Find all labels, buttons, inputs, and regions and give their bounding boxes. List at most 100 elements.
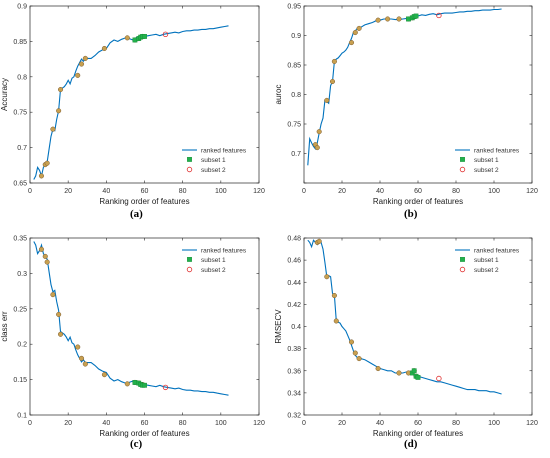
y-tick-label: 0.7 xyxy=(17,145,27,152)
y-tick-label: 0.9 xyxy=(291,33,301,40)
y-tick-label: 0.32 xyxy=(287,413,301,420)
selected-point xyxy=(356,356,362,362)
legend-label-subset2: subset 2 xyxy=(201,267,226,274)
chart-panel-2: 0 20 40 60 80 100 120 0.7 0.75 0.8 0.85 0.9 0.95 Rank… xyxy=(274,4,538,207)
y-tick-label: 0.46 xyxy=(287,258,301,265)
x-tick-label: 0 xyxy=(28,188,32,195)
selected-point xyxy=(78,61,85,67)
x-tick-label: 60 xyxy=(414,188,422,195)
y-tick-label: 0.15 xyxy=(13,377,27,384)
x-axis-label: Ranking order of features xyxy=(373,197,463,206)
y-tick-label: 0.8 xyxy=(291,92,301,99)
selected-point xyxy=(348,339,355,345)
selected-point xyxy=(333,318,339,324)
x-tick-label: 100 xyxy=(215,188,227,195)
selected-point xyxy=(56,311,62,318)
x-tick-label: 20 xyxy=(338,420,346,427)
x-tick-label: 60 xyxy=(414,420,422,427)
selected-point xyxy=(348,40,355,46)
x-tick-label: 120 xyxy=(253,188,265,195)
y-tick-label: 0.42 xyxy=(287,302,301,309)
y-tick-label: 0.7 xyxy=(291,151,301,158)
selected-point xyxy=(57,86,64,93)
y-tick-label: 0.75 xyxy=(13,110,27,117)
selected-point xyxy=(57,331,64,337)
selected-point xyxy=(101,45,107,52)
y-tick-label: 0.95 xyxy=(287,4,301,11)
legend-label-ranked-features: ranked features xyxy=(474,148,520,155)
selected-point xyxy=(38,246,45,252)
selected-point xyxy=(385,16,391,22)
selected-point xyxy=(44,160,50,166)
x-tick-label: 100 xyxy=(488,420,500,427)
chart-panel-1: 0 20 40 60 80 100 120 0.65 0.7 0.75 0.8 0.85 0.9 Rank… xyxy=(0,4,265,207)
subset1-point xyxy=(142,34,147,39)
subset2-point xyxy=(162,31,169,38)
y-tick-label: 0.36 xyxy=(287,368,301,375)
y-tick-label: 0.8 xyxy=(17,74,27,81)
x-axis-label: Ranking order of features xyxy=(373,429,463,438)
x-tick-label: 60 xyxy=(141,420,149,427)
x-tick-label: 120 xyxy=(253,420,265,427)
y-tick-label: 0.38 xyxy=(287,346,301,353)
selected-point xyxy=(101,372,107,378)
x-tick-label: 120 xyxy=(526,188,538,195)
selected-point xyxy=(375,365,381,372)
y-tick-label: 0.44 xyxy=(287,280,301,287)
chart-panel-4: 0 20 40 60 80 100 120 0.32 0.34 0.36 0.38 0.4 0.42 0.… xyxy=(274,236,538,439)
selected-point xyxy=(75,344,81,350)
selected-point xyxy=(82,55,88,61)
selected-point xyxy=(50,126,56,132)
selected-point xyxy=(82,361,88,367)
x-tick-label: 40 xyxy=(376,188,384,195)
legend-label-ranked-features: ranked features xyxy=(201,148,247,155)
selected-point xyxy=(78,355,85,361)
legend-label-ranked-features: ranked features xyxy=(474,248,520,255)
subset2-point xyxy=(436,375,442,382)
selected-point xyxy=(44,259,50,265)
x-axis-label: Ranking order of features xyxy=(99,197,189,206)
panel-label-d: (d) xyxy=(404,438,418,450)
selected-point xyxy=(124,381,130,387)
legend-subset2-swatch xyxy=(186,266,193,273)
subset1-point xyxy=(411,368,417,374)
selected-point xyxy=(50,292,56,298)
y-tick-label: 0.75 xyxy=(287,122,301,129)
x-tick-label: 80 xyxy=(452,188,460,195)
legend-label-ranked-features: ranked features xyxy=(201,248,247,255)
legend-subset2-swatch xyxy=(186,166,193,173)
selected-point xyxy=(316,238,322,244)
subset1-point xyxy=(142,382,147,388)
x-tick-label: 0 xyxy=(28,420,32,427)
legend-label-subset1: subset 1 xyxy=(201,157,226,164)
selected-point xyxy=(331,292,337,299)
x-tick-label: 60 xyxy=(141,188,149,195)
y-tick-label: 0.4 xyxy=(291,324,301,331)
y-tick-label: 0.9 xyxy=(17,4,27,11)
x-tick-label: 120 xyxy=(526,420,538,427)
legend-label-subset2: subset 2 xyxy=(474,267,499,274)
y-axis-label: Accuracy xyxy=(0,78,9,111)
legend-label-subset1: subset 1 xyxy=(201,257,226,264)
panel-label-c: (c) xyxy=(130,438,143,450)
x-tick-label: 100 xyxy=(488,188,500,195)
x-tick-label: 20 xyxy=(338,188,346,195)
selected-point xyxy=(75,72,81,78)
x-tick-label: 40 xyxy=(376,420,384,427)
y-tick-label: 0.85 xyxy=(287,63,301,70)
x-tick-label: 40 xyxy=(102,420,110,427)
y-axis-label: RMSECV xyxy=(274,309,283,344)
selected-point xyxy=(329,78,336,85)
y-tick-label: 0.34 xyxy=(287,390,301,397)
selected-point xyxy=(316,129,322,135)
x-tick-label: 40 xyxy=(102,188,110,195)
y-tick-label: 0.85 xyxy=(13,39,27,46)
subset2-point xyxy=(436,12,442,19)
selected-point xyxy=(375,17,381,23)
x-tick-label: 100 xyxy=(215,420,227,427)
selected-point xyxy=(38,173,45,179)
subset1-point xyxy=(415,374,421,380)
selected-point xyxy=(396,370,402,376)
selected-point xyxy=(331,58,337,65)
selected-point xyxy=(352,30,358,36)
